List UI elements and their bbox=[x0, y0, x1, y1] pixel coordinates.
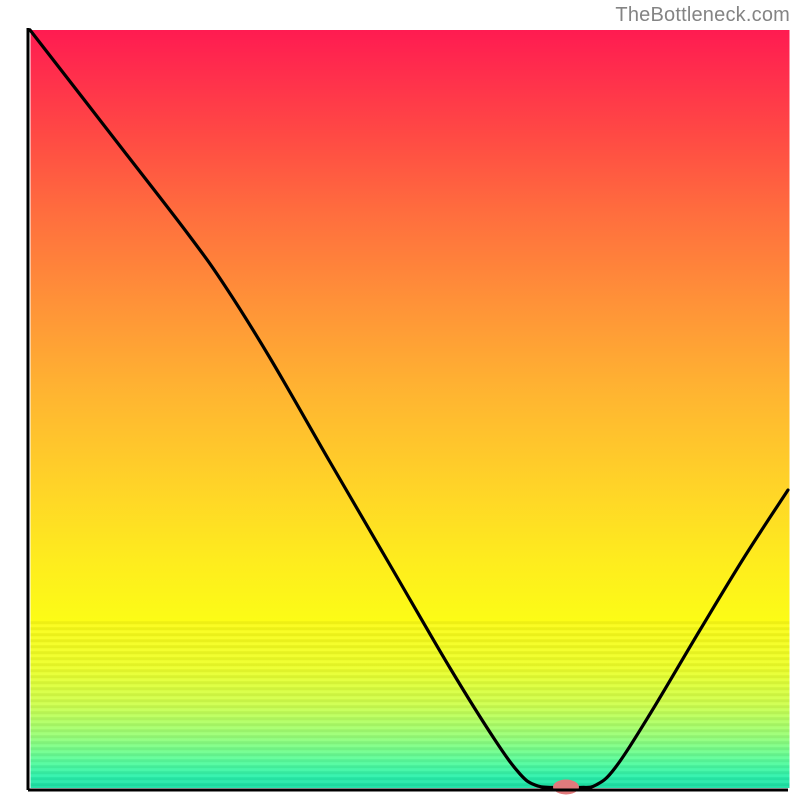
chart-svg bbox=[0, 0, 800, 800]
watermark-text: TheBottleneck.com bbox=[615, 4, 790, 27]
gradient-banding bbox=[31, 621, 790, 789]
optimal-marker bbox=[553, 780, 579, 795]
bottleneck-chart: TheBottleneck.com bbox=[0, 0, 800, 800]
